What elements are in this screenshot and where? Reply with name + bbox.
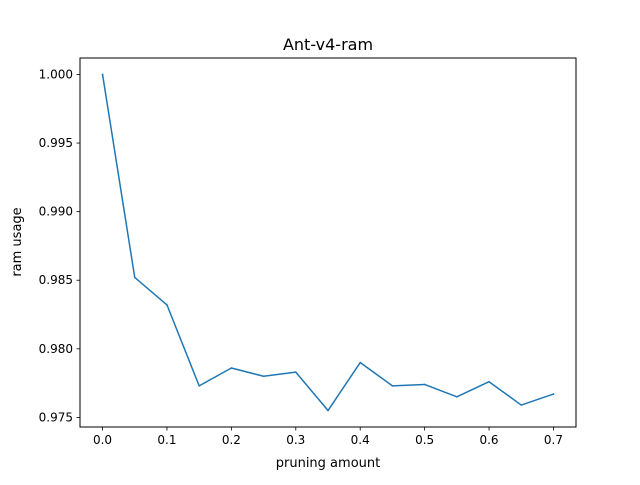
data-point <box>520 404 523 406</box>
data-point <box>294 371 297 373</box>
x-tick-label: 0.7 <box>544 433 563 447</box>
x-axis-ticks: 0.0 0.1 0.2 0.3 0.4 0.5 0.6 0.7 <box>93 427 563 447</box>
plot-layer <box>101 73 555 412</box>
data-point <box>391 385 394 387</box>
data-point <box>198 385 200 387</box>
x-tick-label: 0.3 <box>286 433 305 447</box>
x-tick-label: 0.6 <box>479 433 498 447</box>
data-point <box>101 73 104 76</box>
x-tick-label: 0.2 <box>222 433 241 447</box>
data-point <box>488 380 490 383</box>
y-axis-ticks: 0.975 0.980 0.985 0.990 0.995 1.000 <box>39 67 80 424</box>
data-point <box>166 304 168 306</box>
y-tick-label: 0.975 <box>39 410 73 424</box>
data-point <box>423 383 426 386</box>
x-tick-label: 0.0 <box>93 433 112 447</box>
x-tick-label: 0.4 <box>351 433 370 447</box>
data-point <box>552 393 555 395</box>
data-point <box>327 409 329 412</box>
chart-title: Ant-v4-ram <box>283 35 373 54</box>
y-tick-label: 1.000 <box>39 67 73 81</box>
x-tick-label: 0.5 <box>415 433 434 447</box>
data-point <box>359 361 362 364</box>
axes-frame <box>79 57 577 428</box>
y-axis-label: ram usage <box>10 207 25 276</box>
y-tick-label: 0.985 <box>39 273 73 287</box>
data-point <box>262 375 265 378</box>
y-tick-label: 0.990 <box>39 205 73 219</box>
data-point <box>230 367 233 369</box>
y-tick-label: 0.980 <box>39 342 73 356</box>
x-tick-label: 0.1 <box>157 433 176 447</box>
y-tick-label: 0.995 <box>39 136 73 150</box>
x-axis-label: pruning amount <box>276 456 380 471</box>
data-point <box>133 276 136 279</box>
data-point <box>456 396 458 398</box>
